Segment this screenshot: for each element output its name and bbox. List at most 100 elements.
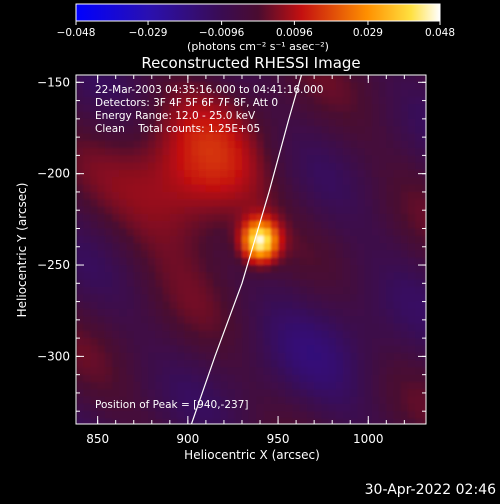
heatmap-cell: [415, 104, 423, 113]
heatmap-cell: [270, 360, 279, 368]
heatmap-cell: [205, 338, 214, 347]
heatmap-cell: [263, 243, 272, 252]
heatmap-cell: [306, 82, 315, 91]
heatmap-cell: [386, 411, 395, 420]
heatmap-cell: [371, 133, 380, 142]
heatmap-cell: [169, 338, 178, 347]
heatmap-cell: [379, 235, 387, 244]
heatmap-cell: [350, 323, 359, 332]
heatmap-cell: [119, 345, 128, 354]
heatmap-cell: [256, 82, 265, 91]
heatmap-cell: [213, 221, 221, 230]
heatmap-cell: [234, 177, 243, 186]
heatmap-cell: [133, 170, 142, 178]
heatmap-cell: [407, 403, 416, 412]
heatmap-cell: [90, 418, 99, 424]
heatmap-cell: [321, 367, 330, 376]
heatmap-cell: [364, 213, 373, 222]
annotation-energy-range: Energy Range: 12.0 - 25.0 keV: [95, 110, 256, 122]
heatmap-cell: [314, 323, 322, 332]
heatmap-cell: [285, 352, 294, 361]
heatmap-cell: [357, 250, 366, 259]
heatmap-cell: [97, 89, 106, 98]
heatmap-cell: [119, 294, 128, 303]
heatmap-cell: [335, 82, 344, 91]
heatmap-cell: [177, 118, 185, 127]
heatmap-cell: [350, 396, 359, 405]
heatmap-cell: [119, 374, 128, 383]
heatmap-cell: [256, 199, 265, 208]
heatmap-cell: [422, 162, 426, 171]
heatmap-cell: [335, 104, 344, 113]
heatmap-cell: [162, 155, 171, 164]
heatmap-cell: [314, 89, 322, 98]
heatmap-cell: [126, 213, 135, 222]
heatmap-cell: [169, 360, 178, 368]
heatmap-cell: [169, 235, 178, 244]
heatmap-cell: [119, 221, 128, 230]
heatmap-cell: [104, 126, 113, 135]
heatmap-cell: [306, 243, 315, 252]
heatmap-cell: [321, 272, 330, 281]
heatmap-cell: [162, 418, 171, 424]
heatmap-cell: [191, 206, 200, 215]
heatmap-cell: [371, 75, 380, 83]
heatmap-cell: [177, 191, 185, 200]
heatmap-cell: [328, 177, 337, 186]
heatmap-cell: [393, 396, 402, 405]
heatmap-cell: [371, 191, 380, 200]
heatmap-cell: [97, 104, 106, 113]
heatmap-cell: [306, 75, 315, 83]
heatmap-cell: [169, 301, 178, 310]
heatmap-cell: [97, 213, 106, 222]
heatmap-cell: [112, 411, 120, 420]
y-axis-label: Heliocentric Y (arcsec): [15, 183, 29, 318]
heatmap-cell: [104, 155, 113, 164]
heatmap-cell: [415, 301, 423, 310]
heatmap-cell: [112, 111, 120, 120]
heatmap-cell: [270, 323, 279, 332]
heatmap-cell: [386, 89, 395, 98]
heatmap-cell: [220, 389, 229, 398]
heatmap-cell: [321, 191, 330, 200]
heatmap-cell: [256, 140, 265, 149]
heatmap-cell: [299, 330, 308, 339]
heatmap-cell: [386, 243, 395, 252]
heatmap-cell: [112, 396, 120, 405]
heatmap-cell: [155, 396, 164, 405]
heatmap-cell: [184, 148, 193, 156]
heatmap-cell: [285, 155, 294, 164]
heatmap-cell: [343, 96, 351, 105]
heatmap-cell: [364, 374, 373, 383]
heatmap-cell: [140, 389, 149, 398]
heatmap-cell: [205, 330, 214, 339]
heatmap-cell: [343, 170, 351, 178]
heatmap-cell: [184, 228, 193, 237]
heatmap-cell: [227, 82, 236, 91]
heatmap-cell: [241, 316, 250, 325]
annotation-detectors: Detectors: 3F 4F 5F 6F 7F 8F, Att 0: [95, 97, 278, 109]
heatmap-cell: [205, 381, 214, 390]
heatmap-cell: [162, 191, 171, 200]
heatmap-cell: [177, 360, 185, 368]
heatmap-cell: [126, 140, 135, 149]
heatmap-cell: [299, 170, 308, 178]
heatmap-cell: [213, 257, 221, 266]
heatmap-cell: [104, 221, 113, 230]
heatmap-cell: [97, 279, 106, 288]
plot-frame: [75, 74, 427, 425]
heatmap-cell: [306, 338, 315, 347]
heatmap-cell: [97, 191, 106, 200]
heatmap-cell: [407, 148, 416, 156]
heatmap-cell: [371, 360, 380, 368]
heatmap-cell: [184, 272, 193, 281]
heatmap-cell: [379, 403, 387, 412]
heatmap-cell: [357, 411, 366, 420]
heatmap-cell: [350, 265, 359, 273]
heatmap-cell: [314, 243, 322, 252]
heatmap-cell: [335, 89, 344, 98]
colorbar-units: (photons cm⁻² s⁻¹ asec⁻²): [187, 40, 329, 53]
heatmap-cell: [343, 294, 351, 303]
heatmap-cell: [407, 294, 416, 303]
heatmap-cell: [126, 403, 135, 412]
